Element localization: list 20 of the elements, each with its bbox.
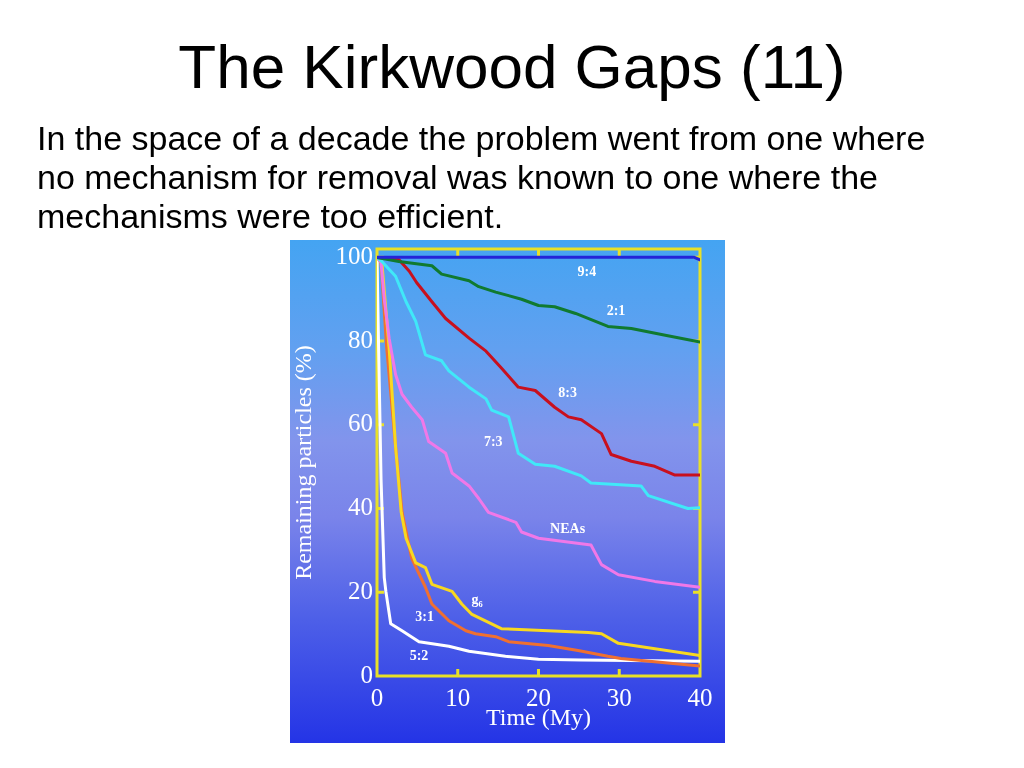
- y-tick-label: 60: [348, 409, 373, 437]
- chart-title: The Kirkwood Gaps (11): [177, 32, 847, 102]
- series-label: 7:3: [483, 434, 503, 450]
- series-label: 3:1: [415, 609, 434, 625]
- y-axis-title: Remaining particles (%): [289, 345, 316, 580]
- series-label: 8:3: [558, 384, 577, 400]
- x-tick-label: 40: [687, 683, 713, 711]
- y-tick-label: 80: [348, 325, 373, 353]
- x-tick-label: 10: [445, 683, 471, 711]
- series-label: g₆: [471, 592, 483, 608]
- x-tick-label: 30: [606, 683, 632, 711]
- chart-subtitle: In the space of a decade the problem went from one where no mechanism for removal was known to one where the mechanisms were too efficient.: [37, 119, 927, 236]
- series-label: 2:1: [606, 302, 626, 318]
- series-label: 5:2: [409, 648, 429, 664]
- series-label: 9:4: [577, 263, 597, 279]
- y-tick-label: 20: [348, 576, 373, 604]
- y-tick-label: 40: [348, 493, 373, 521]
- y-tick-label: 0: [360, 660, 373, 688]
- series-label: NEAs: [550, 520, 586, 536]
- y-tick-label: 100: [335, 241, 373, 269]
